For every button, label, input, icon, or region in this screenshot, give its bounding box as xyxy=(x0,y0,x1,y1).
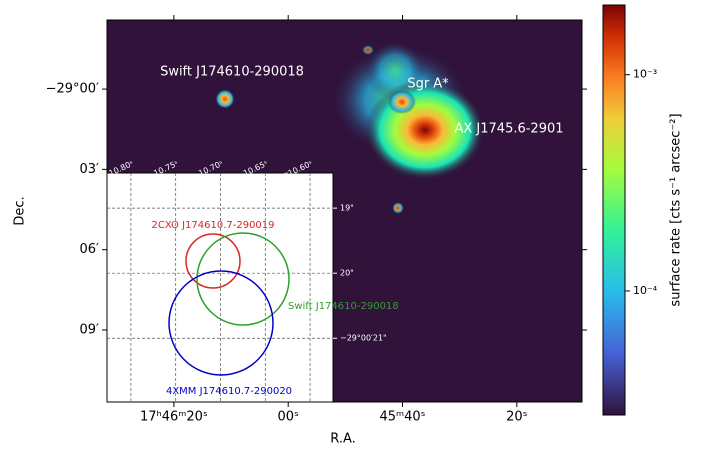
region-label: Swift J174610-290018 xyxy=(288,301,399,312)
colorbar-tick-label: 10⁻³ xyxy=(633,68,657,81)
colorbar xyxy=(603,5,625,415)
y-tick-label: 06′ xyxy=(80,242,100,257)
inset-y-tick-label: 19" xyxy=(340,204,354,213)
figure: R.A. Dec. Swift J174610-290018 Sgr A* AX… xyxy=(0,0,703,450)
colorbar-label: surface rate [cts s⁻¹ arcsec⁻²] xyxy=(669,113,684,306)
y-tick-label: 09′ xyxy=(80,322,100,337)
inset-y-tick-label: −29°00′21" xyxy=(340,334,387,343)
y-tick-label: −29°00′ xyxy=(46,82,99,97)
x-axis-label: R.A. xyxy=(330,432,356,447)
annotation: Swift J174610-290018 xyxy=(160,65,304,80)
colorbar-tick-label: 10⁻⁴ xyxy=(633,284,658,297)
x-tick-label: 45ᵐ40ˢ xyxy=(379,410,425,425)
y-tick-label: 03′ xyxy=(80,162,100,177)
y-axis-label: Dec. xyxy=(13,196,28,225)
region-label: 2CXO J174610.7-290019 xyxy=(151,220,274,231)
region-label: 4XMM J174610.7-290020 xyxy=(166,386,292,397)
annotation: Sgr A* xyxy=(407,77,449,92)
x-tick-label: 17ʰ46ᵐ20ˢ xyxy=(140,410,208,425)
x-tick-label: 00ˢ xyxy=(277,410,299,425)
x-tick-label: 20ˢ xyxy=(506,410,528,425)
inset-y-tick-label: 20" xyxy=(340,269,354,278)
annotation: AX J1745.6-2901 xyxy=(454,122,563,137)
